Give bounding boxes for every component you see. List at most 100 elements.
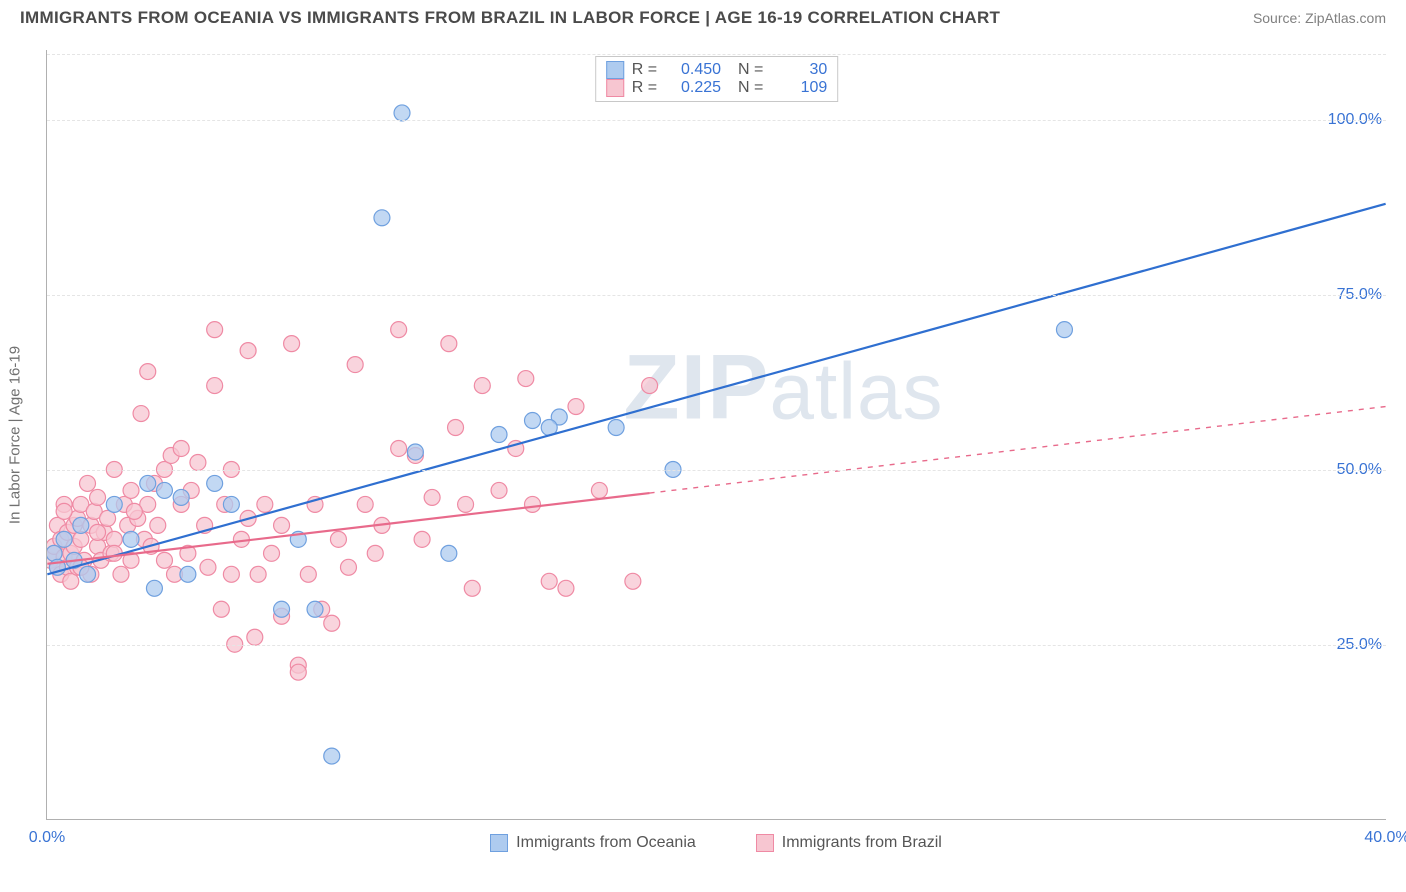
brazil-point [156,552,172,568]
n-value: 109 [771,79,827,97]
oceania-point [47,545,62,561]
brazil-point [274,517,290,533]
oceania-point [1056,322,1072,338]
brazil-point [391,440,407,456]
oceania-point [80,566,96,582]
oceania-point [173,489,189,505]
oceania-regression-line [47,204,1385,575]
brazil-point [324,615,340,631]
n-label: N = [729,61,763,79]
brazil-point [441,336,457,352]
brazil-point [264,545,280,561]
oceania-point [324,748,340,764]
series-legend: Immigrants from Oceania Immigrants from B… [46,834,1386,852]
brazil-point [330,531,346,547]
brazil-point [213,601,229,617]
brazil-point [56,503,72,519]
brazil-swatch [756,834,774,852]
r-value: 0.225 [665,79,721,97]
source-label: Source: ZipAtlas.com [1253,10,1386,26]
oceania-point [146,580,162,596]
brazil-point [207,322,223,338]
gridline [47,470,1386,471]
oceania-point [608,420,624,436]
oceania-point [106,496,122,512]
brazil-point [357,496,373,512]
oceania-swatch [606,61,624,79]
oceania-point [374,210,390,226]
correlation-legend: R = 0.450 N = 30 R = 0.225 N = 109 [595,56,839,102]
n-value: 30 [771,61,827,79]
oceania-point [524,413,540,429]
oceania-point [274,601,290,617]
brazil-point [200,559,216,575]
r-value: 0.450 [665,61,721,79]
brazil-point [290,664,306,680]
brazil-point [541,573,557,589]
brazil-point [80,475,96,491]
brazil-point [414,531,430,547]
gridline [47,295,1386,296]
brazil-point [247,629,263,645]
brazil-point [524,496,540,512]
legend-label: Immigrants from Brazil [782,834,942,852]
gridline [47,120,1386,121]
oceania-point [156,482,172,498]
brazil-point [207,378,223,394]
brazil-point [284,336,300,352]
oceania-point [140,475,156,491]
brazil-point [126,503,142,519]
oceania-point [491,427,507,443]
brazil-point [391,322,407,338]
brazil-point [123,482,139,498]
brazil-point [300,566,316,582]
brazil-point [424,489,440,505]
y-axis-label: In Labor Force | Age 16-19 [7,345,24,523]
oceania-point [441,545,457,561]
brazil-swatch [606,79,624,97]
oceania-point [73,517,89,533]
legend-label: Immigrants from Oceania [516,834,696,852]
brazil-point [558,580,574,596]
brazil-point [474,378,490,394]
brazil-point [347,357,363,373]
chart-area: ZIPatlas 25.0%50.0%75.0%100.0% 0.0%40.0%… [46,50,1386,820]
r-label: R = [632,79,657,97]
brazil-regression-line-extended [650,407,1386,494]
brazil-point [642,378,658,394]
chart-title: IMMIGRANTS FROM OCEANIA VS IMMIGRANTS FR… [20,8,1000,28]
brazil-point [190,454,206,470]
brazil-point [568,399,584,415]
oceania-point [307,601,323,617]
oceania-point [223,496,239,512]
legend-item-brazil: Immigrants from Brazil [756,834,942,852]
legend-row-brazil: R = 0.225 N = 109 [606,79,828,97]
brazil-point [90,524,106,540]
brazil-point [491,482,507,498]
brazil-point [458,496,474,512]
brazil-point [140,364,156,380]
brazil-point [367,545,383,561]
oceania-point [56,531,72,547]
brazil-point [223,566,239,582]
oceania-point [407,444,423,460]
brazil-point [448,420,464,436]
oceania-swatch [490,834,508,852]
n-label: N = [729,79,763,97]
plot-region: ZIPatlas 25.0%50.0%75.0%100.0% 0.0%40.0%… [46,50,1386,820]
legend-item-oceania: Immigrants from Oceania [490,834,696,852]
brazil-point [340,559,356,575]
brazil-point [464,580,480,596]
brazil-point [257,496,273,512]
brazil-point [591,482,607,498]
brazil-point [250,566,266,582]
gridline [47,645,1386,646]
oceania-point [394,105,410,121]
chart-svg [47,50,1386,819]
oceania-point [180,566,196,582]
brazil-point [133,406,149,422]
oceania-point [207,475,223,491]
legend-row-oceania: R = 0.450 N = 30 [606,61,828,79]
brazil-point [173,440,189,456]
r-label: R = [632,61,657,79]
